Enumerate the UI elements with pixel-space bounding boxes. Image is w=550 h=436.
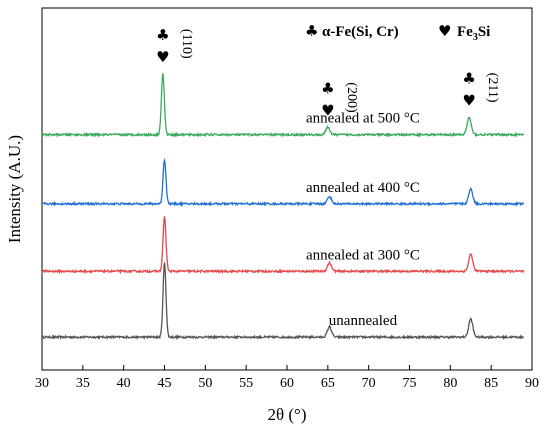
legend-entry-alpha-fe: α-Fe(Si, Cr) — [322, 24, 399, 40]
x-axis-ticks — [41, 365, 533, 370]
series-lines — [41, 73, 525, 341]
x-tick-label-55: 55 — [239, 376, 253, 391]
curve-label-2: annealed at 400 °C — [306, 180, 420, 196]
peak-1-club-icon: ♣ — [321, 79, 334, 97]
x-tick-label-75: 75 — [403, 376, 417, 391]
legend-fe-main: Fe — [457, 24, 473, 40]
series-line-0 — [41, 262, 525, 341]
x-tick-label-90: 90 — [525, 376, 539, 391]
x-tick-label-65: 65 — [321, 376, 335, 391]
series-line-3 — [41, 73, 524, 139]
legend-fe-tail: Si — [478, 24, 491, 40]
x-tick-label-50: 50 — [198, 376, 212, 391]
x-tick-label-40: 40 — [117, 376, 131, 391]
curve-labels: unannealed annealed at 300 °C annealed at … — [306, 111, 420, 329]
x-tick-label-85: 85 — [484, 376, 498, 391]
peak-label-0: (110) — [179, 29, 194, 59]
peak-0-club-icon: ♣ — [156, 26, 169, 44]
plot-frame — [41, 7, 533, 371]
x-tick-label-45: 45 — [158, 376, 172, 391]
series-line-2 — [41, 157, 525, 208]
x-tick-label-80: 80 — [443, 376, 457, 391]
peak-2-heart-icon: ♥ — [462, 92, 475, 110]
curve-label-0: unannealed — [329, 313, 398, 329]
x-axis-tick-labels: 30 35 40 45 50 55 60 65 70 75 80 85 90 — [35, 376, 539, 391]
y-axis-title: Intensity (A.U.) — [5, 135, 24, 243]
heart-icon: ♥ — [438, 22, 451, 40]
curve-label-1: annealed at 300 °C — [306, 247, 420, 263]
x-tick-label-30: 30 — [35, 376, 49, 391]
club-icon: ♣ — [305, 22, 318, 40]
x-tick-label-60: 60 — [280, 376, 294, 391]
peak-1-heart-icon: ♥ — [321, 101, 334, 119]
x-axis-title: 2θ (°) — [267, 405, 306, 424]
legend: ♣ α-Fe(Si, Cr) ♥ Fe3Si — [305, 22, 490, 43]
x-tick-label-35: 35 — [76, 376, 90, 391]
peak-label-1: (200) — [344, 82, 359, 113]
peak-annotations: ♣ ♥ (110) ♣ ♥ (200) ♣ ♥ (211) — [156, 26, 500, 120]
curve-label-3: annealed at 500 °C — [306, 111, 420, 127]
peak-label-2: (211) — [485, 73, 500, 103]
peak-2-club-icon: ♣ — [462, 70, 475, 88]
legend-fe-sub: 3 — [473, 32, 478, 43]
x-tick-label-70: 70 — [362, 376, 376, 391]
series-line-1 — [41, 216, 525, 275]
peak-0-heart-icon: ♥ — [156, 48, 169, 66]
legend-entry-fe3si: Fe3Si — [457, 24, 490, 43]
